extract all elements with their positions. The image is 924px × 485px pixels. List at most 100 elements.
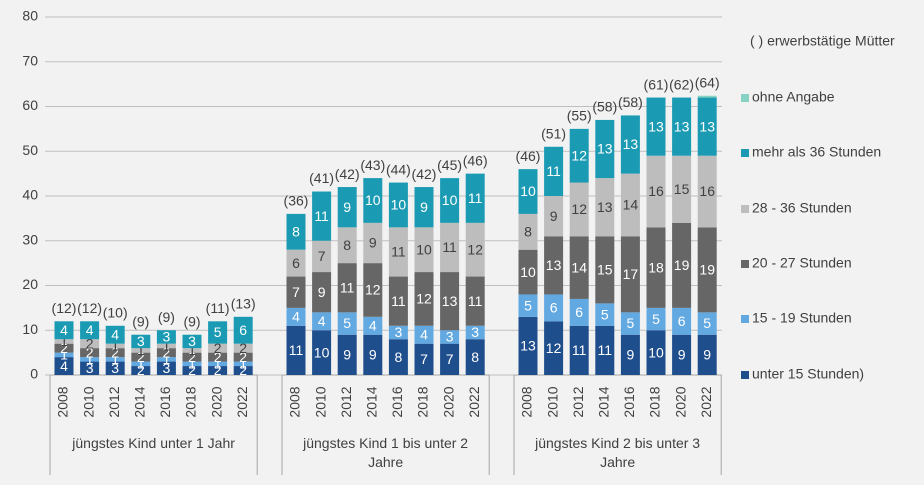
value-label: 9 [678, 347, 686, 363]
bar-segment [80, 348, 100, 358]
value-label: 12 [546, 340, 562, 356]
value-label: 10 [391, 197, 407, 213]
legend-swatch [741, 205, 749, 213]
bar-segment [620, 173, 640, 237]
x-tick-label: 2014 [364, 386, 380, 417]
value-label: 11 [468, 190, 483, 206]
bar-segment [80, 339, 100, 349]
value-label: 2 [239, 362, 247, 378]
value-label: 10 [314, 344, 330, 360]
legend-swatch [741, 315, 749, 323]
value-label: 1 [163, 351, 171, 367]
value-label: 1 [239, 356, 247, 372]
value-label: 14 [623, 197, 639, 213]
bar-segment [440, 343, 460, 375]
total-label: (11) [206, 300, 230, 316]
bar-segment [569, 298, 589, 326]
y-tick-label: 60 [22, 97, 38, 113]
total-label: (13) [231, 296, 256, 312]
value-label: 13 [597, 141, 613, 157]
value-label: 1 [60, 347, 68, 363]
bar-segment [465, 173, 485, 223]
legend-label: unter 15 Stunden) [752, 366, 864, 382]
value-label: 4 [369, 317, 377, 333]
y-tick-label: 30 [22, 231, 38, 247]
value-label: 4 [111, 326, 119, 342]
bar-segment [105, 325, 125, 344]
bar-segment [544, 294, 564, 322]
bar-segment [54, 343, 74, 353]
bar-segment [182, 361, 202, 367]
legend-swatch [741, 94, 749, 102]
value-label: 2 [137, 362, 145, 378]
value-label: 11 [572, 342, 587, 358]
bar-segment [105, 361, 125, 375]
bar-segment [363, 334, 383, 375]
value-label: 3 [163, 329, 171, 345]
bar-segment [569, 182, 589, 237]
bar-segment [208, 361, 228, 367]
bar-segment [595, 236, 615, 304]
total-label: (64) [695, 74, 720, 90]
value-label: 8 [395, 349, 403, 365]
bar-segment [697, 155, 717, 228]
value-label: 2 [163, 344, 171, 360]
value-label: 2 [239, 340, 247, 356]
value-label: 9 [420, 199, 428, 215]
bar-segment [518, 169, 538, 214]
value-label: 12 [571, 147, 587, 163]
value-label: 11 [546, 163, 561, 179]
value-label: 5 [343, 315, 351, 331]
value-label: 7 [292, 284, 300, 300]
value-label: 10 [365, 192, 381, 208]
bar-segment [233, 352, 253, 362]
total-label: (58) [592, 99, 617, 115]
bar-segment [620, 334, 640, 375]
total-label: (41) [309, 170, 334, 186]
bar-segment [337, 227, 357, 264]
bar-segment [672, 155, 692, 223]
value-label: 5 [703, 315, 711, 331]
bar-segment [337, 312, 357, 335]
bar-segment [312, 330, 332, 375]
y-tick-label: 70 [22, 52, 38, 68]
value-label: 4 [60, 358, 68, 374]
bar-segment [544, 146, 564, 196]
value-label: 6 [239, 322, 247, 338]
legend-title: ( ) erwerbstätige Mütter [750, 33, 895, 49]
value-label: 15 [597, 262, 613, 278]
bar-segment [388, 339, 408, 375]
bar-segment [440, 222, 460, 273]
bar-segment [465, 339, 485, 375]
bar-segment [388, 276, 408, 326]
value-label: 13 [674, 118, 690, 134]
bar-segment [620, 115, 640, 174]
value-label: 3 [111, 360, 119, 376]
total-label: (45) [437, 157, 462, 173]
bar-segment [465, 276, 485, 326]
bar-segment [131, 352, 151, 362]
value-label: 13 [520, 338, 536, 354]
value-label: 6 [678, 313, 686, 329]
bar-segment [646, 330, 666, 375]
value-label: 2 [214, 340, 222, 356]
bar-segment [337, 263, 357, 313]
total-label: (55) [567, 108, 592, 124]
x-tick-label: 2016 [621, 386, 637, 417]
bar-segment [182, 348, 202, 353]
bar-segment [80, 321, 100, 340]
value-label: 4 [60, 322, 68, 338]
bar-segment [646, 227, 666, 308]
value-label: 7 [446, 351, 454, 367]
value-label: 11 [391, 293, 406, 309]
bar-segment [80, 361, 100, 375]
y-tick-label: 0 [30, 366, 38, 382]
value-label: 13 [699, 118, 715, 134]
bar-segment [233, 366, 253, 375]
legend-swatch [741, 371, 749, 379]
value-label: 10 [442, 192, 458, 208]
value-label: 9 [318, 284, 326, 300]
value-label: 3 [446, 329, 454, 345]
bar-segment [595, 119, 615, 179]
